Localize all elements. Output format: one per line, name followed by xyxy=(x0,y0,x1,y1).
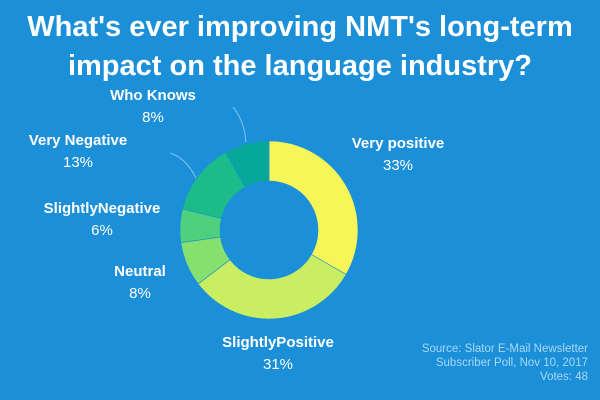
slice-percent-label: 33% xyxy=(383,157,413,174)
slice-percent-label: 13% xyxy=(63,154,93,171)
slice-percent-label: 31% xyxy=(263,356,293,373)
leader-line xyxy=(232,106,247,143)
slice-label: SlightlyPositive xyxy=(222,334,334,351)
title-line-1: What's ever improving NMT's long-term xyxy=(27,11,573,43)
source-note: Source: Slator E-Mail Newsletter Subscri… xyxy=(422,342,588,384)
leader-line xyxy=(169,152,197,179)
slice-slightlypositive xyxy=(197,254,347,320)
chart-title: What's ever improving NMT's long-term im… xyxy=(0,8,600,86)
slice-who-knows xyxy=(225,140,270,188)
source-line-2: Subscriber Poll, Nov 10, 2017 xyxy=(435,357,588,369)
slice-label: Who Knows xyxy=(110,87,196,104)
title-line-2: impact on the language industry? xyxy=(67,50,533,82)
slice-label: Very Negative xyxy=(29,132,127,149)
source-line-3: Votes: 48 xyxy=(540,371,588,383)
slice-percent-label: 8% xyxy=(129,285,151,302)
slice-percent-label: 8% xyxy=(142,109,164,126)
slice-label: SlightlyNegative xyxy=(44,200,161,217)
slice-label: Very positive xyxy=(352,135,445,152)
slice-label: Neutral xyxy=(114,263,166,280)
source-line-1: Source: Slator E-Mail Newsletter xyxy=(421,343,588,355)
slice-percent-label: 6% xyxy=(91,222,113,239)
slice-very-positive xyxy=(268,140,359,275)
